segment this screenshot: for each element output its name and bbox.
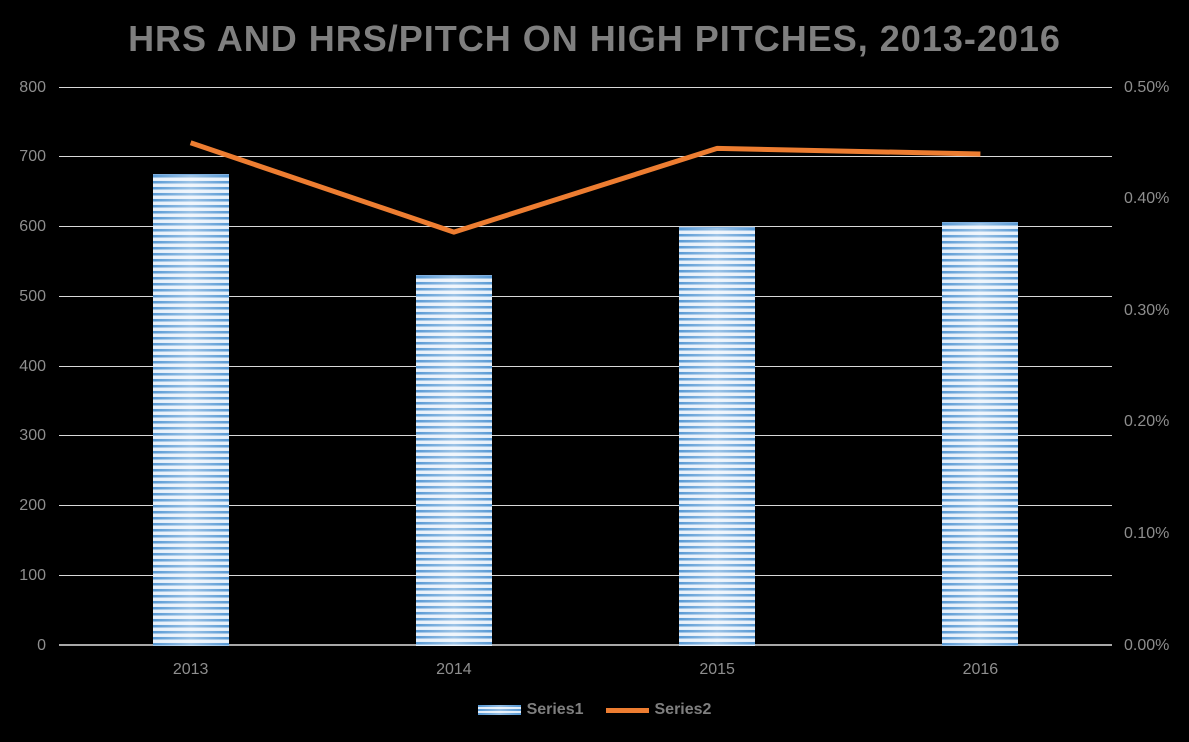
gridline	[59, 295, 1112, 297]
bar-2013	[152, 174, 229, 646]
gridline	[59, 86, 1112, 88]
gridline	[59, 574, 1112, 576]
x-axis-tick-2014: 2014	[436, 661, 472, 678]
x-axis-tick-2015: 2015	[699, 661, 735, 678]
bar-2014	[415, 275, 492, 646]
legend-label-series2: Series2	[654, 701, 712, 718]
y-axis-left-tick: 300	[19, 427, 46, 445]
legend: Series1 Series2	[0, 701, 1189, 719]
y-axis-right-tick: 0.40%	[1124, 190, 1170, 208]
legend-item-series2: Series2	[605, 701, 712, 719]
series1-bar-swatch-icon	[477, 705, 521, 715]
gridline	[59, 505, 1112, 506]
x-axis-line	[59, 644, 1112, 646]
x-axis-tick-2016: 2016	[962, 661, 999, 678]
y-axis-right-tick: 0.00%	[1124, 636, 1170, 654]
chart-title: HRS AND HRS/PITCH ON HIGH PITCHES, 2013-…	[128, 18, 1061, 59]
gridline	[59, 435, 1112, 437]
y-axis-left-tick: 500	[19, 287, 46, 305]
y-axis-right-tick: 0.50%	[1124, 78, 1170, 96]
y-axis-left-tick: 200	[19, 497, 46, 514]
y-axis-left-tick: 700	[19, 148, 46, 166]
y-axis-right-tick: 0.20%	[1124, 413, 1170, 431]
y-axis-left-tick: 0	[37, 636, 46, 654]
y-axis-right-tick: 0.30%	[1124, 301, 1170, 319]
bar-2015	[679, 226, 756, 646]
y-axis-left-tick: 800	[19, 78, 46, 96]
y-axis-right-tick: 0.10%	[1124, 524, 1170, 542]
legend-label-series1: Series1	[526, 701, 584, 718]
x-axis-tick-2013: 2013	[172, 661, 209, 678]
series2-line-swatch-icon	[605, 707, 649, 713]
bar-2016	[942, 222, 1019, 646]
y-axis-left-tick: 100	[19, 566, 46, 584]
gridline	[59, 365, 1112, 367]
gridline	[59, 156, 1112, 158]
legend-item-series1: Series1	[477, 701, 584, 719]
y-axis-left-tick: 600	[19, 218, 46, 235]
y-axis-left-tick: 400	[19, 357, 46, 375]
